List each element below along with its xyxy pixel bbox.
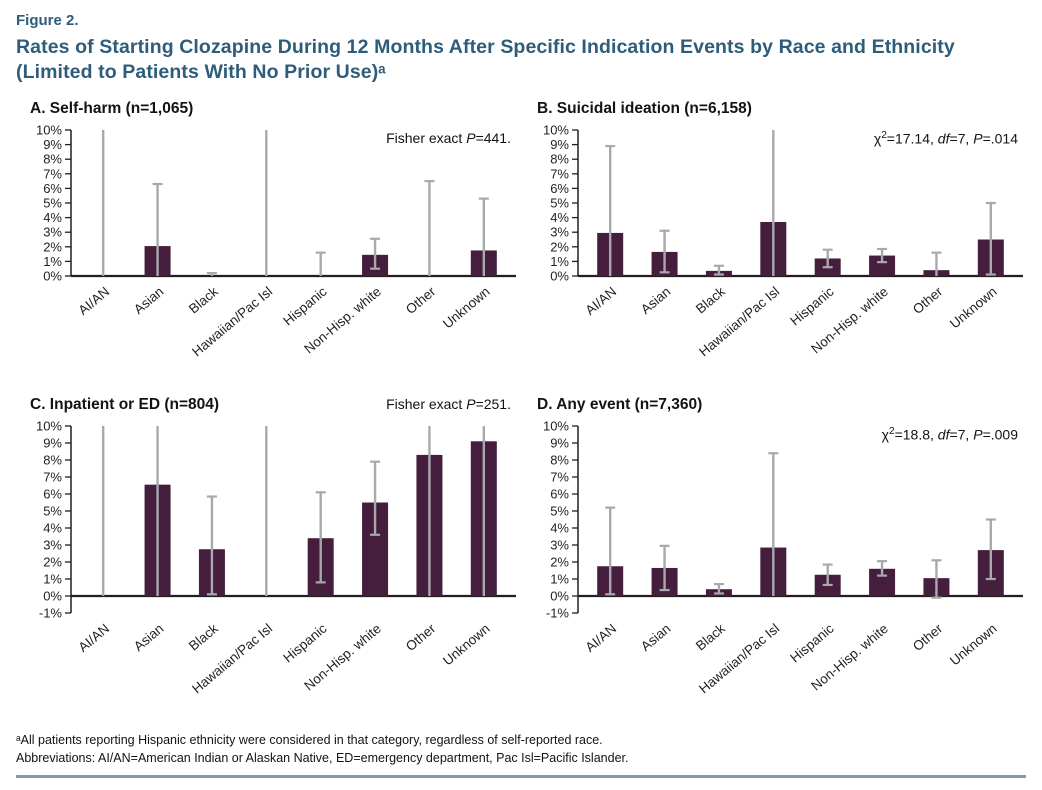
svg-text:2%: 2% [550,554,569,569]
svg-text:Other: Other [910,283,946,317]
svg-text:Unknown: Unknown [947,283,1000,331]
svg-text:Asian: Asian [131,283,167,316]
svg-text:6%: 6% [550,181,569,196]
svg-text:AI/AN: AI/AN [75,620,112,654]
svg-text:3%: 3% [550,224,569,239]
svg-text:9%: 9% [43,435,62,450]
svg-text:Asian: Asian [638,283,674,316]
svg-text:Hispanic: Hispanic [787,283,836,328]
svg-text:7%: 7% [43,469,62,484]
svg-text:8%: 8% [43,151,62,166]
svg-text:Asian: Asian [638,620,674,653]
svg-text:0%: 0% [550,588,569,603]
svg-text:6%: 6% [550,486,569,501]
svg-text:Black: Black [186,283,221,316]
svg-text:4%: 4% [550,520,569,535]
svg-text:0%: 0% [550,268,569,283]
svg-text:10%: 10% [543,122,569,137]
chart-a-title: A. Self-harm (n=1,065) [30,99,194,117]
svg-text:1%: 1% [43,571,62,586]
svg-text:0%: 0% [43,588,62,603]
svg-text:Unknown: Unknown [440,283,493,331]
svg-text:Black: Black [186,620,221,653]
svg-text:AI/AN: AI/AN [75,283,112,317]
figure-footer: ᵃAll patients reporting Hispanic ethnici… [16,731,1026,778]
panel-c-inpatient-ed: C. Inpatient or ED (n=804) Fisher exact … [16,396,521,717]
svg-text:10%: 10% [36,122,62,137]
svg-text:Hispanic: Hispanic [280,620,329,665]
figure-title-line1: Rates of Starting Clozapine During 12 Mo… [16,36,955,58]
svg-text:-1%: -1% [546,605,570,620]
bar-chart-d: 10% 9% 8% 7% 6% 5% 4% 3% 2% 1% 0% -1% AI/AN Asian Blac… [543,418,1023,696]
svg-text:5%: 5% [43,195,62,210]
svg-text:10%: 10% [36,418,62,433]
svg-text:2%: 2% [550,239,569,254]
chart-a-annotation: Fisher exact P=441. [386,129,511,146]
chart-d-annotation: χ2=18.8, df=7, P=.009 [881,425,1018,443]
svg-text:0%: 0% [43,268,62,283]
footnote-abbreviations: Abbreviations: AI/AN=American Indian or … [16,750,629,765]
svg-text:1%: 1% [550,571,569,586]
figure-title-line2: (Limited to Patients With No Prior Use)ᵃ [16,61,386,84]
panel-d-any-event: D. Any event (n=7,360) χ2=18.8, df=7, P=… [523,396,1028,717]
svg-text:-1%: -1% [39,605,63,620]
svg-text:Other: Other [403,283,439,317]
svg-text:AI/AN: AI/AN [582,283,619,317]
svg-text:5%: 5% [43,503,62,518]
bar-chart-c: 10% 9% 8% 7% 6% 5% 4% 3% 2% 1% 0% -1% AI/AN Asian Blac… [36,418,516,696]
svg-text:9%: 9% [550,435,569,450]
svg-text:9%: 9% [43,137,62,152]
svg-text:10%: 10% [543,418,569,433]
svg-text:7%: 7% [43,166,62,181]
svg-text:Other: Other [910,620,946,654]
svg-text:Black: Black [693,283,728,316]
svg-text:6%: 6% [43,486,62,501]
chart-b-annotation: χ2=17.14, df=7, P=.014 [873,129,1018,147]
svg-text:Asian: Asian [131,620,167,653]
svg-text:1%: 1% [550,254,569,269]
svg-text:4%: 4% [43,520,62,535]
svg-text:2%: 2% [43,554,62,569]
svg-text:3%: 3% [43,224,62,239]
chart-c-title: C. Inpatient or ED (n=804) [30,395,220,413]
footnote-hispanic: ᵃAll patients reporting Hispanic ethnici… [16,732,603,747]
svg-text:8%: 8% [550,151,569,166]
chart-d-title: D. Any event (n=7,360) [537,395,703,413]
bar-chart-a: 10%9%8%7%6%5%4%3%2%1%0%AI/AN Asian BlackHa… [36,122,516,359]
charts-grid: A. Self-harm (n=1,065) Fisher exact P=44… [16,100,1026,717]
svg-text:9%: 9% [550,137,569,152]
svg-text:6%: 6% [43,181,62,196]
figure-title: Rates of Starting Clozapine During 12 Mo… [16,35,1026,86]
svg-text:2%: 2% [43,239,62,254]
chart-b-title: B. Suicidal ideation (n=6,158) [537,99,752,117]
svg-text:5%: 5% [550,195,569,210]
svg-text:3%: 3% [43,537,62,552]
svg-text:7%: 7% [550,469,569,484]
panel-b-suicidal-ideation: B. Suicidal ideation (n=6,158) χ2=17.14,… [523,100,1028,380]
svg-text:3%: 3% [550,537,569,552]
chart-c-annotation: Fisher exact P=251. [386,395,511,412]
svg-text:8%: 8% [43,452,62,467]
svg-text:Other: Other [403,620,439,654]
svg-text:5%: 5% [550,503,569,518]
svg-text:Black: Black [693,620,728,653]
svg-text:Hispanic: Hispanic [787,620,836,665]
svg-text:7%: 7% [550,166,569,181]
svg-text:1%: 1% [43,254,62,269]
svg-text:4%: 4% [43,210,62,225]
figure-label: Figure 2. [16,12,79,29]
svg-text:4%: 4% [550,210,569,225]
bottom-rule [16,774,1026,778]
svg-text:Unknown: Unknown [440,620,493,668]
bar-chart-b: 10%9%8%7%6%5%4%3%2%1%0%AI/AN Asian BlackHa… [543,122,1023,359]
panel-a-self-harm: A. Self-harm (n=1,065) Fisher exact P=44… [16,100,521,380]
svg-text:AI/AN: AI/AN [582,620,619,654]
svg-text:8%: 8% [550,452,569,467]
svg-text:Unknown: Unknown [947,620,1000,668]
svg-text:Hispanic: Hispanic [280,283,329,328]
